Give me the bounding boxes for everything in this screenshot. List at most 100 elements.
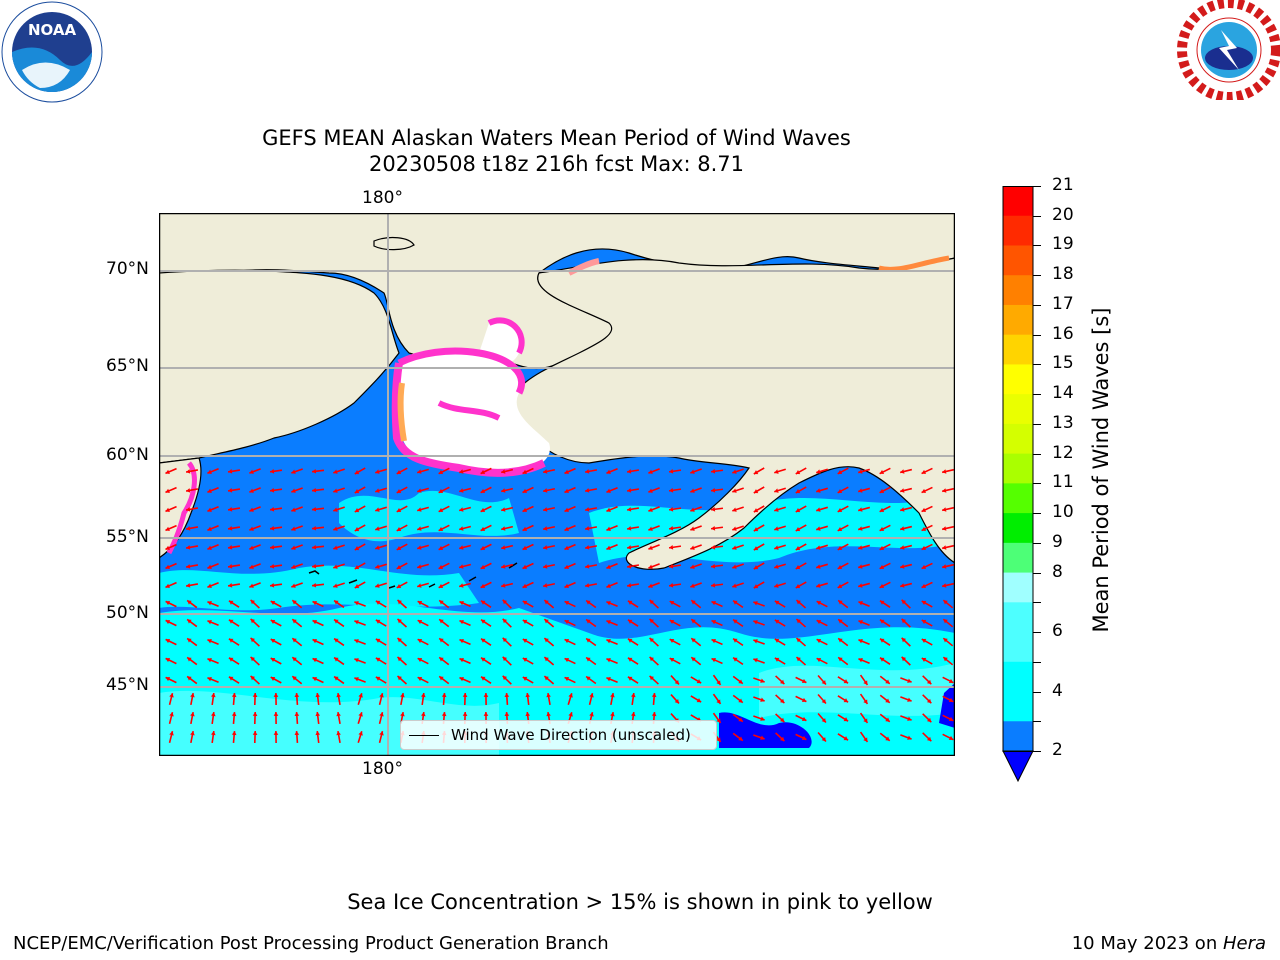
wind-arrow-head bbox=[336, 712, 341, 717]
wind-arrow-head bbox=[921, 507, 927, 513]
wind-arrow-head bbox=[165, 676, 171, 682]
wind-arrow-head bbox=[186, 583, 191, 588]
colorbar-tick-mark bbox=[1033, 542, 1041, 544]
wind-arrow-head bbox=[760, 678, 765, 683]
wind-arrow-head bbox=[837, 469, 843, 475]
wind-arrow-head bbox=[753, 546, 759, 551]
wind-arrow-head bbox=[901, 618, 907, 624]
wind-arrow-head bbox=[690, 545, 695, 550]
wind-arrow-head bbox=[228, 619, 234, 624]
wind-arrow-head bbox=[312, 468, 317, 474]
wind-arrow-head bbox=[186, 507, 191, 512]
noaa-logo-text: NOAA bbox=[28, 21, 77, 39]
wind-arrow-head bbox=[858, 639, 863, 644]
wind-arrow-head bbox=[733, 619, 738, 624]
wind-arrow-head bbox=[669, 583, 674, 588]
wind-arrow-head bbox=[669, 526, 674, 531]
wind-arrow-head bbox=[501, 545, 506, 550]
wind-arrow-head bbox=[921, 657, 927, 662]
wind-arrow-head bbox=[816, 583, 821, 588]
wind-arrow-head bbox=[606, 507, 611, 512]
wind-arrow-head bbox=[165, 526, 170, 531]
wind-arrow-head bbox=[273, 731, 279, 735]
wind-arrow-head bbox=[837, 545, 843, 551]
wind-arrow-head bbox=[165, 657, 171, 663]
wind-arrow-head bbox=[544, 600, 549, 605]
wind-arrow-head bbox=[438, 507, 444, 513]
wind-arrow-head bbox=[252, 712, 258, 716]
map-panel bbox=[158, 212, 956, 757]
wind-arrow-head bbox=[334, 600, 339, 605]
wind-arrow-head bbox=[942, 507, 947, 512]
wind-arrow-head bbox=[186, 545, 191, 550]
wind-arrow-head bbox=[396, 488, 402, 494]
wind-arrow-head bbox=[711, 639, 716, 644]
wind-arrow-head bbox=[270, 600, 276, 606]
wind-arrow-head bbox=[942, 488, 947, 493]
wind-arrow-head bbox=[760, 716, 765, 721]
wind-arrow-head bbox=[270, 582, 275, 588]
wind-arrow-head bbox=[879, 583, 885, 589]
wind-arrow-head bbox=[165, 619, 171, 625]
wind-arrow-head bbox=[564, 583, 569, 588]
colorbar-tick-mark bbox=[1033, 602, 1041, 604]
colorbar-tick-label: 15 bbox=[1052, 353, 1074, 374]
wind-arrow-head bbox=[250, 637, 256, 643]
wind-arrow-head bbox=[564, 638, 570, 644]
wind-arrow-head bbox=[879, 507, 885, 513]
wind-arrow-head bbox=[627, 676, 633, 681]
wind-arrow-head bbox=[606, 545, 611, 550]
wind-arrow-head bbox=[270, 468, 275, 474]
wind-arrow-head bbox=[753, 584, 759, 589]
wind-arrow-head bbox=[396, 545, 402, 551]
wind-arrow-head bbox=[375, 583, 380, 588]
wind-arrow-head bbox=[816, 469, 821, 474]
wind-arrow-head bbox=[900, 488, 905, 493]
wind-arrow-head bbox=[858, 545, 863, 550]
wind-arrow-head bbox=[648, 545, 653, 550]
wind-arrow-head bbox=[900, 469, 905, 474]
wind-arrow-head bbox=[480, 619, 486, 624]
wind-arrow-head bbox=[901, 637, 907, 643]
wind-arrow-head bbox=[711, 658, 716, 663]
wind-arrow-head bbox=[943, 638, 948, 643]
wind-arrow-head bbox=[333, 583, 338, 588]
wind-arrow-head bbox=[334, 657, 339, 662]
wind-arrow-head bbox=[753, 658, 758, 663]
wind-arrow-head bbox=[501, 564, 506, 569]
wind-arrow-head bbox=[273, 693, 279, 697]
wind-arrow-head bbox=[564, 676, 570, 682]
wind-arrow-head bbox=[651, 693, 657, 698]
wind-arrow-head bbox=[502, 599, 508, 605]
wind-arrow-head bbox=[459, 639, 464, 644]
wind-arrow-head bbox=[795, 508, 801, 513]
footer-credit: NCEP/EMC/Verification Post Processing Pr… bbox=[13, 933, 609, 954]
wind-arrow-head bbox=[190, 712, 195, 717]
wind-arrow-head bbox=[186, 488, 191, 493]
wind-arrow-head bbox=[801, 735, 807, 741]
wind-arrow-head bbox=[207, 658, 212, 663]
noaa-logo: NOAA bbox=[0, 0, 104, 104]
wind-arrow-head bbox=[585, 564, 590, 569]
wind-arrow-head bbox=[375, 507, 380, 512]
wind-arrow-head bbox=[543, 564, 548, 569]
map-legend: Wind Wave Direction (unscaled) bbox=[400, 720, 717, 750]
colorbar-tick-mark bbox=[1033, 334, 1041, 336]
wind-arrow-head bbox=[732, 469, 737, 474]
wind-arrow-head bbox=[207, 677, 212, 682]
wind-arrow-head bbox=[885, 679, 890, 684]
wind-arrow-head bbox=[858, 564, 863, 569]
wind-arrow-head bbox=[942, 526, 947, 531]
wind-arrow-head bbox=[711, 601, 716, 606]
wind-arrow-head bbox=[926, 679, 932, 685]
wind-arrow-head bbox=[546, 712, 551, 717]
colorbar-segment bbox=[1003, 602, 1033, 633]
wind-wave-arrows bbox=[165, 467, 955, 744]
wind-arrow-head bbox=[879, 488, 885, 494]
wind-arrow-head bbox=[438, 488, 444, 494]
wind-arrow-head bbox=[249, 564, 254, 569]
wind-arrow-head bbox=[375, 564, 380, 569]
wind-arrow-head bbox=[586, 638, 591, 643]
wind-arrow-head bbox=[821, 699, 826, 704]
wind-arrow-head bbox=[169, 693, 174, 698]
